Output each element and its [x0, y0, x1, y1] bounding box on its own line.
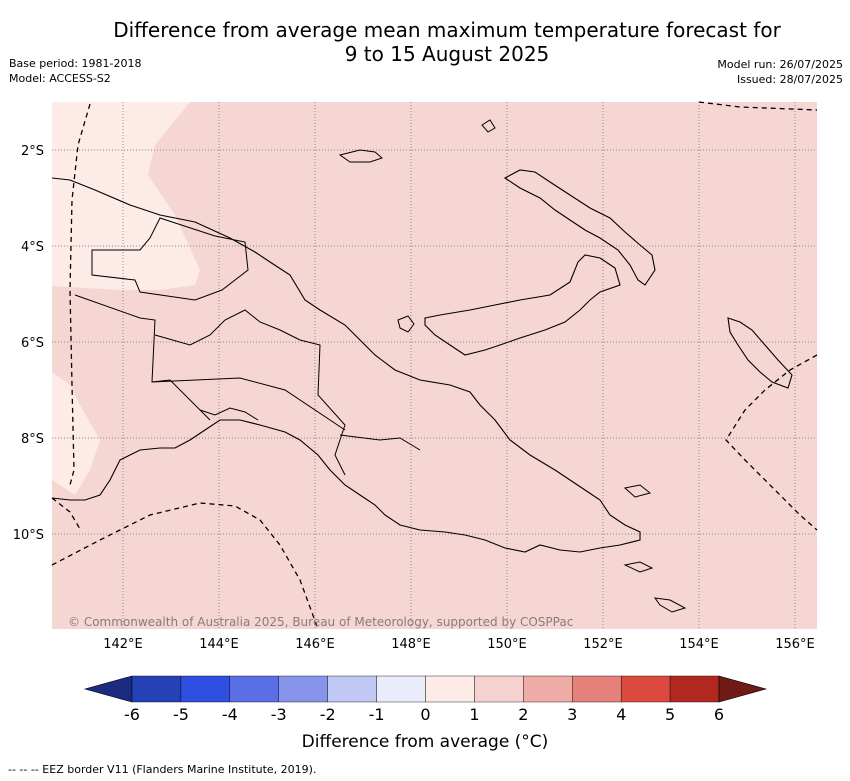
- new-guinea-coastline: [51, 177, 641, 553]
- lon-label-152e: 152°E: [583, 637, 623, 652]
- colorbar-segment: [425, 675, 475, 703]
- bougainville-island: [727, 317, 793, 389]
- map-copyright: © Commonwealth of Australia 2025, Bureau…: [68, 615, 573, 629]
- lon-label-148e: 148°E: [391, 637, 431, 652]
- colorbar-tick-label: 1: [469, 705, 479, 724]
- colorbar-tick-label: 5: [665, 705, 675, 724]
- colorbar-tick-label: -2: [320, 705, 336, 724]
- longitude-labels: 142°E 144°E 146°E 148°E 150°E 152°E 154°…: [103, 637, 815, 652]
- eez-footnote: -- -- -- EEZ border V11 (Flanders Marine…: [8, 763, 317, 776]
- colorbar-segment: [523, 675, 573, 703]
- colorbar-tick-label: -5: [173, 705, 189, 724]
- lon-label-156e: 156°E: [775, 637, 815, 652]
- colorbar-segment: [572, 675, 622, 703]
- colorbar-tick-label: 0: [420, 705, 430, 724]
- map-panel: © Commonwealth of Australia 2025, Bureau…: [51, 101, 818, 630]
- fly-river-delta: [199, 407, 259, 421]
- colorbar-extend-low: [83, 675, 133, 703]
- lat-label-8s: 8°S: [21, 432, 44, 447]
- lon-label-146e: 146°E: [295, 637, 335, 652]
- colorbar-tick-label: -1: [369, 705, 385, 724]
- lon-label-144e: 144°E: [199, 637, 239, 652]
- latitude-labels: 2°S 4°S 6°S 8°S 10°S: [13, 144, 44, 543]
- graticule: [52, 102, 817, 629]
- colorbar-segment: [229, 675, 279, 703]
- colorbar-segment: [376, 675, 426, 703]
- colorbar-segment: [620, 675, 671, 703]
- colorbar-segment: [669, 675, 720, 703]
- lon-label-154e: 154°E: [679, 637, 719, 652]
- milne-bay-islands: [623, 484, 687, 613]
- eez-borders: [51, 101, 818, 630]
- title-line-2: 9 to 15 August 2025: [344, 42, 550, 66]
- colorbar-segment: [180, 675, 231, 703]
- lat-label-4s: 4°S: [21, 240, 44, 255]
- colorbar-tick-label: 2: [518, 705, 528, 724]
- lon-label-150e: 150°E: [487, 637, 527, 652]
- colorbar-segment: [278, 675, 328, 703]
- lat-label-10s: 10°S: [13, 528, 44, 543]
- new-hanover-island: [481, 119, 496, 133]
- new-ireland-island: [503, 169, 656, 286]
- issued-text: Issued: 28/07/2025: [736, 73, 843, 86]
- model-run-text: Model run: 26/07/2025: [717, 58, 843, 71]
- metadata-right: Model run: 26/07/2025 Issued: 28/07/2025: [717, 57, 843, 87]
- colorbar-tick-label: 6: [714, 705, 724, 724]
- colorbar-segment: [474, 675, 524, 703]
- colorbar-tick-label: 4: [616, 705, 626, 724]
- chart-title: Difference from average mean maximum tem…: [0, 18, 850, 66]
- umboi-island: [397, 315, 415, 333]
- light-anomaly-region-north: [52, 102, 200, 290]
- colorbar-tick-label: -3: [271, 705, 287, 724]
- lat-label-6s: 6°S: [21, 336, 44, 351]
- colorbar-tick-label: -6: [124, 705, 140, 724]
- title-line-1: Difference from average mean maximum tem…: [113, 18, 781, 42]
- colorbar-tick-label: -4: [222, 705, 238, 724]
- manus-island: [338, 149, 383, 163]
- metadata-left: Base period: 1981-2018 Model: ACCESS-S2: [9, 56, 141, 86]
- anomaly-field: [52, 102, 817, 629]
- lat-label-2s: 2°S: [21, 144, 44, 159]
- new-britain-island: [424, 254, 621, 356]
- colorbar: -6 -5 -4 -3 -2 -1 0 1 2 3 4 5 6: [83, 675, 768, 724]
- colorbar-tick-label: 3: [567, 705, 577, 724]
- colorbar-label: Difference from average (°C): [301, 732, 549, 752]
- colorbar-extend-high: [718, 675, 768, 703]
- colorbar-segment: [131, 675, 182, 703]
- lon-label-142e: 142°E: [103, 637, 143, 652]
- light-anomaly-region-southwest: [52, 372, 100, 495]
- base-period-text: Base period: 1981-2018: [9, 57, 142, 70]
- province-borders: [74, 217, 421, 476]
- colorbar-segment: [327, 675, 377, 703]
- model-text: Model: ACCESS-S2: [9, 72, 111, 85]
